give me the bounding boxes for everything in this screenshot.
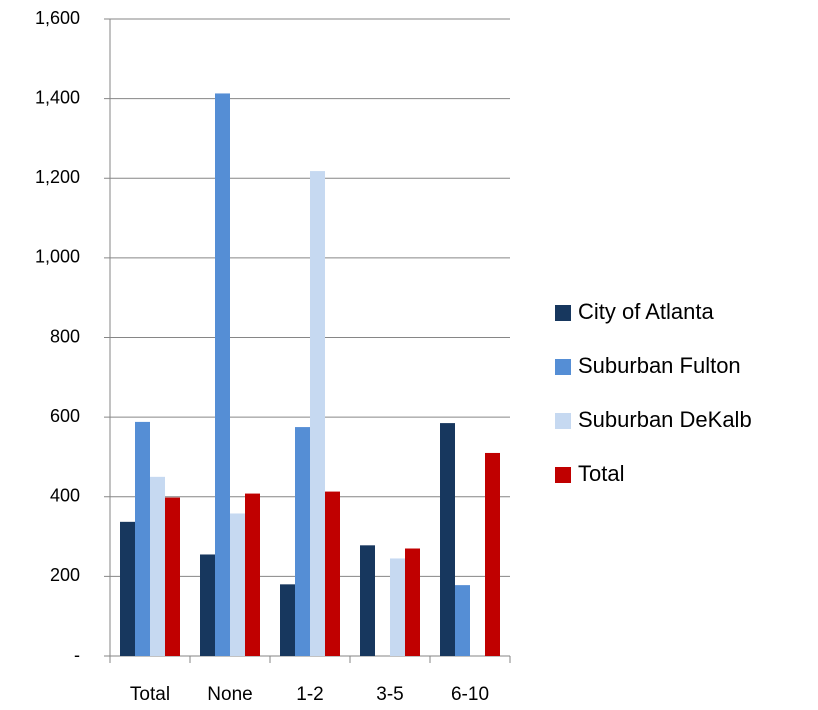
y-tick-label: 1,400 bbox=[35, 87, 80, 107]
y-tick-label: - bbox=[74, 645, 80, 665]
x-tick-label: Total bbox=[130, 684, 170, 705]
bar bbox=[310, 171, 325, 657]
y-tick-label: 1,200 bbox=[35, 167, 80, 187]
bar bbox=[230, 513, 245, 656]
bar bbox=[135, 421, 150, 656]
bar bbox=[215, 93, 230, 657]
legend-label: City of Atlanta bbox=[578, 299, 715, 324]
legend-swatch bbox=[555, 305, 571, 321]
bar bbox=[360, 545, 375, 656]
y-tick-label: 800 bbox=[50, 326, 80, 346]
bar bbox=[455, 585, 470, 656]
bar bbox=[325, 491, 340, 656]
y-tick-label: 200 bbox=[50, 565, 80, 585]
legend-swatch bbox=[555, 467, 571, 483]
legend-swatch bbox=[555, 413, 571, 429]
legend-label: Suburban Fulton bbox=[578, 353, 741, 378]
bar bbox=[295, 427, 310, 656]
legend-swatch bbox=[555, 359, 571, 375]
bar bbox=[405, 548, 420, 656]
bar bbox=[200, 554, 215, 656]
x-tick-label: 3-5 bbox=[376, 684, 403, 705]
y-tick-label: 600 bbox=[50, 406, 80, 426]
legend-label: Total bbox=[578, 461, 624, 486]
x-tick-label: None bbox=[207, 684, 252, 705]
bar bbox=[150, 476, 165, 656]
bar bbox=[440, 423, 455, 656]
bar bbox=[165, 497, 180, 656]
bar bbox=[280, 584, 295, 656]
bar bbox=[485, 452, 500, 656]
y-tick-label: 400 bbox=[50, 486, 80, 506]
bar bbox=[390, 558, 405, 656]
x-tick-label: 6-10 bbox=[451, 684, 489, 705]
legend-label: Suburban DeKalb bbox=[578, 407, 752, 432]
y-tick-label: 1,600 bbox=[35, 8, 80, 28]
bar bbox=[120, 521, 135, 656]
y-tick-label: 1,000 bbox=[35, 247, 80, 267]
x-tick-label: 1-2 bbox=[296, 684, 323, 705]
bar bbox=[245, 493, 260, 656]
